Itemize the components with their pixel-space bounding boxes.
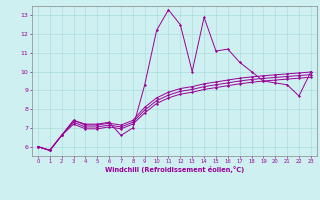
X-axis label: Windchill (Refroidissement éolien,°C): Windchill (Refroidissement éolien,°C) — [105, 166, 244, 173]
